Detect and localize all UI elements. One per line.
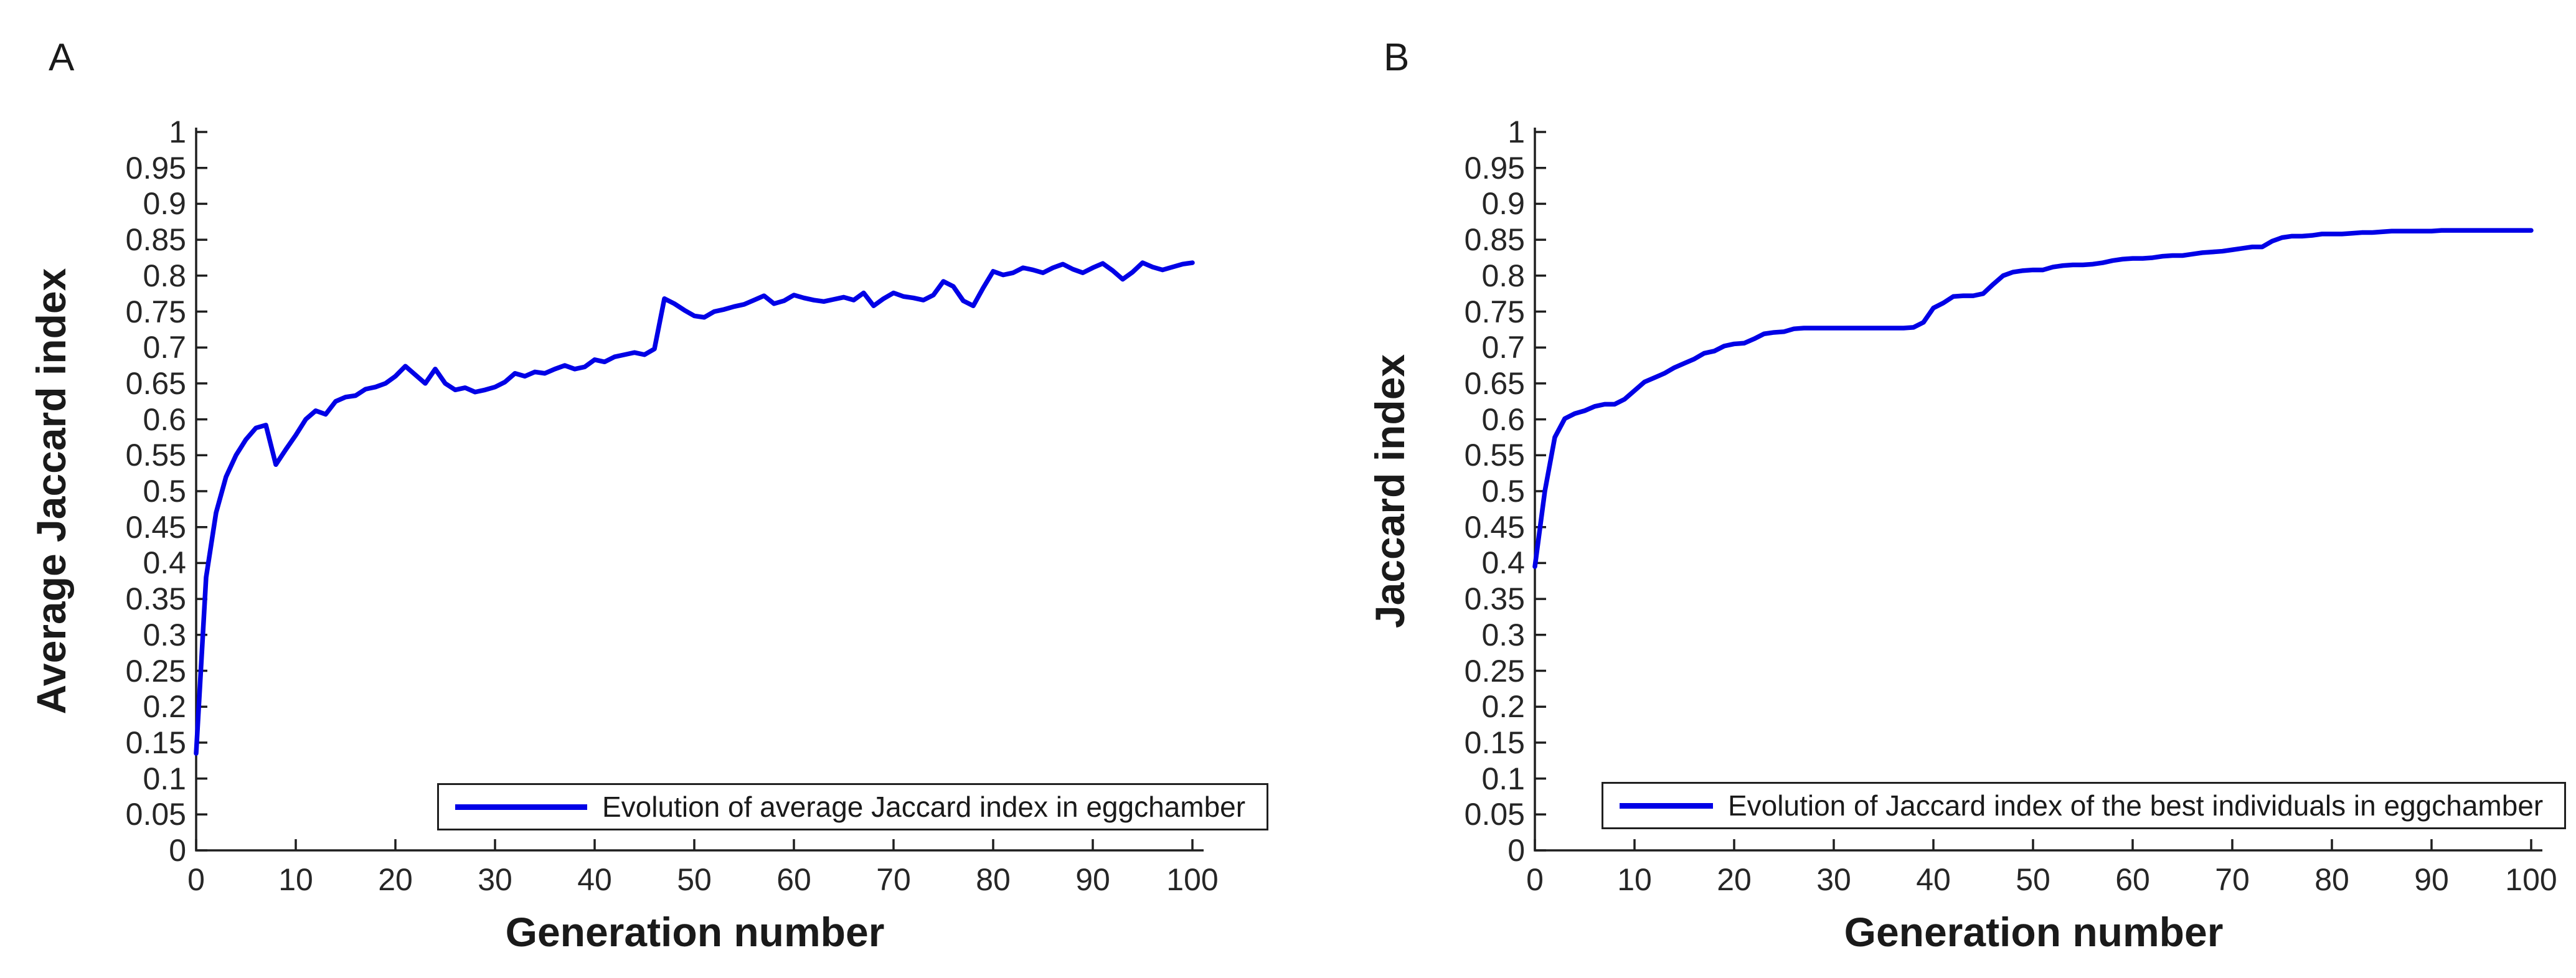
y-tick-label: 0.55 [125, 438, 186, 473]
legend-label: Evolution of Jaccard index of the best i… [1728, 789, 2544, 822]
y-tick-label: 0.15 [125, 725, 186, 760]
x-tick-label: 20 [1717, 862, 1752, 897]
series-line [194, 260, 1195, 756]
x-tick-label: 40 [1916, 862, 1951, 897]
y-axis-label-b: Jaccard index [1367, 354, 1413, 629]
axis-lines [195, 128, 1204, 852]
y-tick-label: 0.1 [143, 761, 186, 796]
y-tick-label: 0.2 [143, 689, 186, 725]
axis-lines [1534, 128, 2542, 852]
x-tick-label: 10 [278, 862, 313, 897]
x-tick-label: 100 [2505, 862, 2557, 897]
y-tick-label: 0.6 [143, 402, 186, 437]
x-tick-label: 80 [2314, 862, 2349, 897]
y-tick-label: 0.1 [1481, 761, 1525, 796]
x-tick-label: 60 [2115, 862, 2150, 897]
x-tick-label: 80 [976, 862, 1011, 897]
panel-letter-a: A [49, 36, 75, 79]
x-axis-label-b: Generation number [1844, 909, 2224, 955]
x-tick-label: 30 [1816, 862, 1851, 897]
y-tick-label: 0.05 [125, 797, 186, 832]
legend-b: Evolution of Jaccard index of the best i… [1602, 782, 2567, 829]
y-tick-label: 0.4 [1481, 545, 1525, 581]
series-line [1532, 228, 2534, 569]
x-tick-label: 50 [2016, 862, 2050, 897]
legend-label: Evolution of average Jaccard index in eg… [602, 791, 1246, 823]
x-tick-label: 70 [2215, 862, 2250, 897]
y-tick-label: 0.95 [125, 150, 186, 186]
y-tick-label: 0.65 [1464, 365, 1525, 401]
y-tick-label: 0.75 [125, 294, 186, 329]
y-tick-label: 0.7 [1481, 330, 1525, 365]
y-tick-label: 0.85 [1464, 222, 1525, 258]
y-tick-label: 0.65 [125, 365, 186, 401]
legend-a: Evolution of average Jaccard index in eg… [437, 783, 1269, 830]
x-tick-label: 60 [776, 862, 811, 897]
legend-line-swatch [455, 804, 587, 810]
x-tick-label: 40 [577, 862, 612, 897]
y-tick-label: 0.95 [1464, 150, 1525, 186]
y-tick-label: 0.05 [1464, 797, 1525, 832]
y-tick-label: 0.8 [143, 258, 186, 293]
y-tick-label: 0.7 [143, 330, 186, 365]
y-tick-label: 0.85 [125, 222, 186, 258]
x-tick-label: 30 [478, 862, 512, 897]
y-tick-label: 0.2 [1481, 689, 1525, 725]
y-tick-label: 0 [1507, 833, 1525, 868]
x-tick-label: 50 [677, 862, 712, 897]
x-tick-label: 20 [378, 862, 413, 897]
y-tick-label: 0.35 [125, 581, 186, 617]
y-tick-label: 0.45 [125, 509, 186, 545]
y-tick-label: 0.3 [1481, 617, 1525, 652]
x-tick-label: 70 [876, 862, 911, 897]
y-tick-label: 0.45 [1464, 509, 1525, 545]
x-tick-label: 90 [1075, 862, 1110, 897]
y-tick-label: 0.5 [143, 474, 186, 509]
x-tick-label: 0 [187, 862, 205, 897]
y-axis-label-a: Average Jaccard index [28, 268, 74, 715]
x-tick-label: 10 [1617, 862, 1652, 897]
y-tick-label: 0.15 [1464, 725, 1525, 760]
y-tick-label: 0.5 [1481, 474, 1525, 509]
y-tick-label: 0 [169, 833, 186, 868]
y-tick-label: 0.25 [125, 653, 186, 689]
x-tick-label: 90 [2414, 862, 2449, 897]
y-tick-label: 0.9 [143, 186, 186, 222]
y-tick-label: 0.9 [1481, 186, 1525, 222]
y-tick-label: 0.25 [1464, 653, 1525, 689]
x-tick-label: 0 [1526, 862, 1544, 897]
legend-line-swatch [1620, 802, 1713, 809]
x-tick-label: 100 [1166, 862, 1219, 897]
y-tick-label: 0.6 [1481, 402, 1525, 437]
y-tick-label: 1 [1507, 115, 1525, 149]
y-tick-label: 0.35 [1464, 581, 1525, 617]
y-tick-label: 1 [169, 115, 186, 149]
y-tick-label: 0.75 [1464, 294, 1525, 329]
panel-letter-b: B [1384, 36, 1410, 79]
y-tick-label: 0.55 [1464, 438, 1525, 473]
x-axis-label-a: Generation number [505, 909, 885, 955]
y-tick-label: 0.8 [1481, 258, 1525, 293]
y-tick-label: 0.4 [143, 545, 186, 581]
y-tick-label: 0.3 [143, 617, 186, 652]
